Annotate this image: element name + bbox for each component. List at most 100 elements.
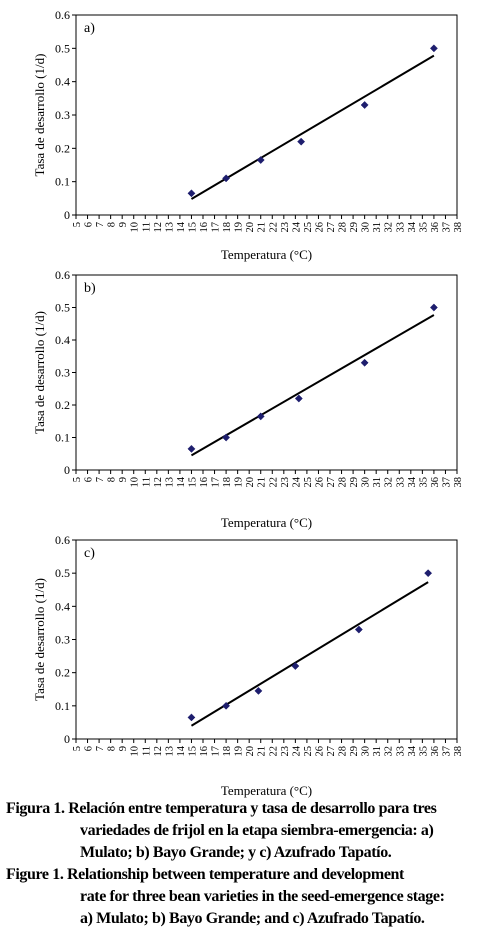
x-tick-label-a: 20 <box>245 222 256 233</box>
x-tick-label-b: 14 <box>176 476 187 487</box>
x-tick-label-c: 6 <box>84 746 95 751</box>
x-tick-label-b: 22 <box>268 477 279 488</box>
figure-caption: Figura 1. Relación entre temperatura y t… <box>0 798 501 930</box>
panel-label-a: a) <box>84 21 95 36</box>
y-tick-label-a: 0.2 <box>55 141 70 155</box>
x-tick-label-c: 16 <box>199 746 210 757</box>
x-tick-label-b: 7 <box>95 477 106 482</box>
y-axis-title-b: Tasa de desarrollo (1/d) <box>32 311 47 434</box>
x-tick-label-b: 34 <box>407 476 418 487</box>
x-tick-label-b: 38 <box>453 477 464 488</box>
x-tick-label-c: 22 <box>268 746 279 757</box>
y-tick-label-b: 0.5 <box>55 301 70 315</box>
x-tick-label-c: 14 <box>176 745 187 756</box>
trendline-b <box>190 314 435 457</box>
y-tick-label-a: 0.3 <box>55 108 70 122</box>
x-tick-label-b: 36 <box>430 477 441 488</box>
chart-panel-b: 0 0.1 0.2 0.3 0.4 0.5 0.6 5 6 7 8 9 10 11 12 13 14 15 16 17… <box>0 262 501 530</box>
x-tick-label-c: 10 <box>130 746 141 757</box>
x-tick-label-c: 38 <box>453 746 464 757</box>
x-tick-label-b: 30 <box>361 477 372 488</box>
x-tick-label-a: 16 <box>199 222 210 233</box>
x-tick-label-c: 13 <box>164 746 175 757</box>
y-tick-label-b: 0.2 <box>55 398 70 412</box>
x-tick-label-c: 20 <box>245 746 256 757</box>
data-point-c <box>222 701 231 710</box>
data-point-c <box>291 662 300 670</box>
panel-label-b: b) <box>84 281 96 296</box>
y-tick-label-b: 0.6 <box>55 268 70 282</box>
x-tick-label-c: 37 <box>441 746 452 757</box>
x-tick-label-c: 18 <box>222 746 233 757</box>
x-tick-label-a: 38 <box>453 222 464 233</box>
y-tick-label-c: 0 <box>64 732 70 746</box>
x-tick-label-c: 19 <box>234 746 245 757</box>
data-point-a <box>187 189 196 198</box>
x-tick-label-c: 31 <box>372 746 383 757</box>
x-tick-label-c: 23 <box>280 746 291 757</box>
data-point-b <box>429 303 438 312</box>
x-tick-label-b: 23 <box>280 477 291 488</box>
chart-svg-a: 0 0.1 0.2 0.3 0.4 0.5 0.6 5 6 7 8 9 10 11 12 13 14 15 16 17… <box>32 8 464 262</box>
x-tick-label-c: 36 <box>430 746 441 757</box>
data-point-b <box>294 394 303 403</box>
x-tick-label-b: 35 <box>418 477 429 488</box>
y-tick-label-c: 0.6 <box>55 533 70 547</box>
y-tick-label-b: 0.1 <box>55 431 70 445</box>
x-tick-label-c: 24 <box>291 745 302 756</box>
x-tick-label-a: 28 <box>338 222 349 233</box>
x-tick-label-c: 5 <box>72 746 83 751</box>
x-tick-label-a: 13 <box>164 222 175 233</box>
x-tick-label-a: 21 <box>257 222 268 233</box>
x-tick-label-c: 25 <box>303 746 314 757</box>
x-tick-label-b: 25 <box>303 477 314 488</box>
plot-area-b <box>75 274 458 471</box>
y-tick-label-c: 0.4 <box>55 599 70 613</box>
x-tick-label-b: 37 <box>441 477 452 488</box>
x-tick-label-c: 12 <box>153 746 164 757</box>
x-tick-label-b: 19 <box>234 477 245 488</box>
chart-panel-c: 0 0.1 0.2 0.3 0.4 0.5 0.6 5 6 7 8 9 10 11 12 13 14 15 16 17… <box>0 530 501 798</box>
x-tick-label-a: 29 <box>349 222 360 233</box>
plot-area-a <box>75 14 458 216</box>
caption-en-line-1: Figure 1. Relationship between temperatu… <box>6 866 404 883</box>
x-tick-label-c: 32 <box>384 746 395 757</box>
y-tick-label-c: 0.5 <box>55 566 70 580</box>
plot-area-c <box>75 539 458 740</box>
x-tick-label-c: 17 <box>211 746 222 757</box>
x-tick-label-a: 12 <box>153 222 164 233</box>
y-tick-label-b: 0 <box>64 463 70 477</box>
x-tick-label-a: 9 <box>118 222 129 227</box>
x-tick-label-b: 21 <box>257 477 268 488</box>
x-tick-label-b: 9 <box>118 477 129 482</box>
caption-en-line-3: a) Mulato; b) Bayo Grande; and c) Azufra… <box>80 910 425 927</box>
x-tick-label-a: 11 <box>141 222 152 232</box>
trendline-a <box>190 54 435 200</box>
caption-en-line-2: rate for three bean varieties in the see… <box>80 888 445 905</box>
y-tick-label-a: 0.6 <box>55 8 70 22</box>
data-point-c <box>254 686 263 695</box>
x-tick-label-c: 15 <box>187 746 198 757</box>
y-tick-label-c: 0.3 <box>55 633 70 647</box>
x-tick-label-c: 29 <box>349 746 360 757</box>
x-tick-label-a: 5 <box>72 222 83 227</box>
x-tick-label-a: 31 <box>372 222 383 233</box>
x-tick-label-a: 26 <box>314 222 325 233</box>
x-tick-label-b: 18 <box>222 477 233 488</box>
panel-label-c: c) <box>84 546 95 561</box>
x-tick-label-b: 6 <box>84 477 95 482</box>
x-tick-label-b: 17 <box>211 477 222 488</box>
x-tick-label-b: 11 <box>141 477 152 487</box>
x-tick-label-c: 33 <box>395 746 406 757</box>
data-point-a <box>256 156 265 164</box>
x-axis-title-a: Temperatura (°C) <box>221 247 312 262</box>
x-tick-label-b: 13 <box>164 477 175 488</box>
x-tick-label-b: 10 <box>130 477 141 488</box>
y-tick-label-c: 0.1 <box>55 699 70 713</box>
x-tick-label-a: 18 <box>222 222 233 233</box>
x-tick-label-b: 26 <box>314 477 325 488</box>
data-point-b <box>360 358 369 367</box>
x-tick-label-c: 9 <box>118 746 129 751</box>
x-tick-label-b: 31 <box>372 477 383 488</box>
data-point-b <box>256 412 265 421</box>
